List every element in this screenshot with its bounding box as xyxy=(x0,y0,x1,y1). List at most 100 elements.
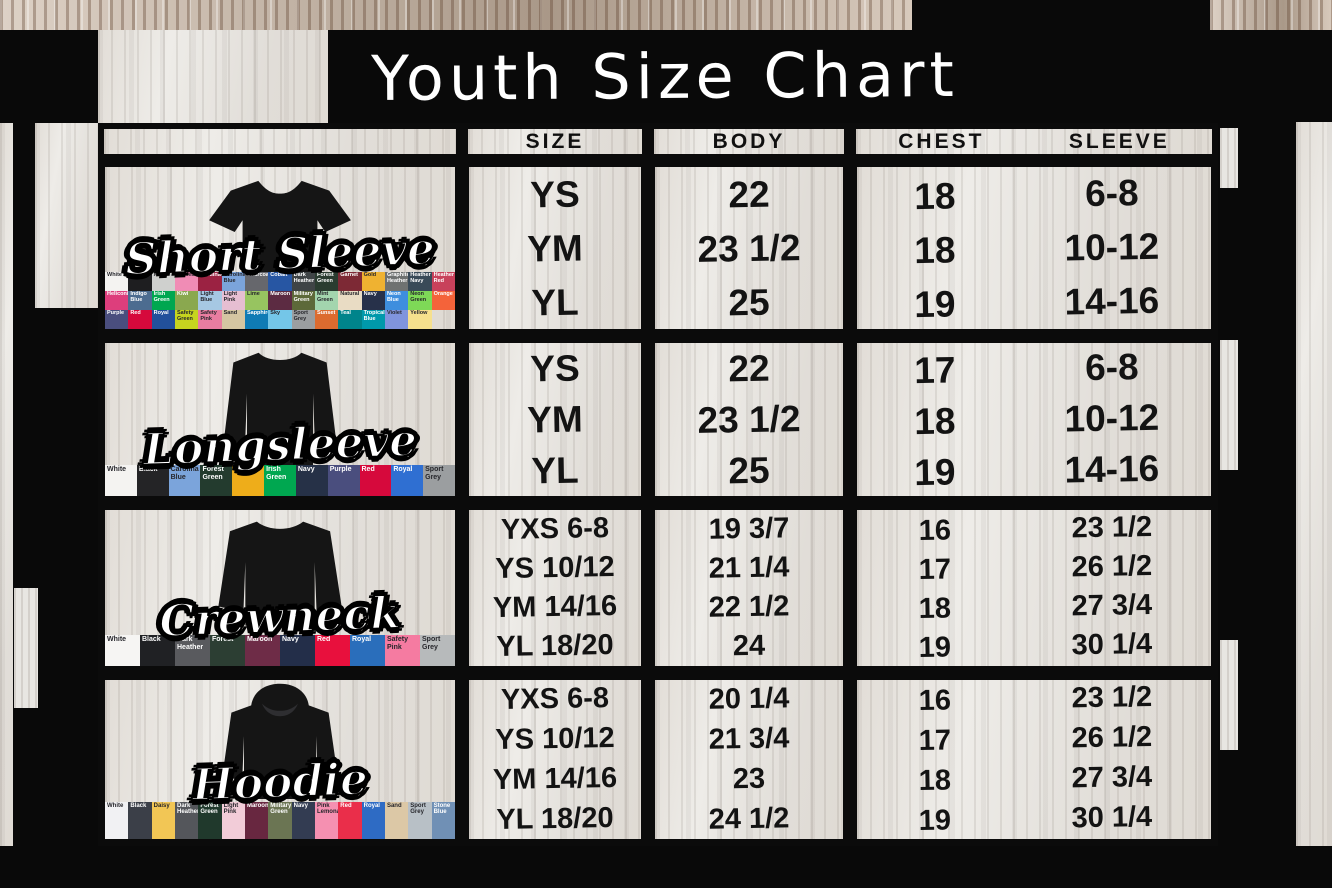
size-value: YXS 6-8 xyxy=(500,512,610,546)
chest-sleeve-values: 16 23 1/2 17 26 1/2 18 27 3/4 19 30 1/4 xyxy=(857,510,1211,666)
color-swatch-neon-green: Neon Green xyxy=(408,291,432,310)
color-swatch-purple: Purple xyxy=(105,310,129,329)
color-swatch-navy: Navy xyxy=(280,635,315,666)
body-cell-hoodie: 20 1/4 21 3/4 23 24 1/2 xyxy=(648,673,850,846)
chest-sleeve-cell-crewneck: 16 23 1/2 17 26 1/2 18 27 3/4 19 30 1/4 xyxy=(850,503,1218,673)
body-cell-longsleeve: 22 23 1/2 25 xyxy=(648,336,850,503)
chest-sleeve-values: 17 6-8 18 10-12 19 14-16 xyxy=(857,343,1211,496)
color-swatch-white: White xyxy=(105,465,137,496)
chest-sleeve-cell-short-sleeve: 18 6-8 18 10-12 19 14-16 xyxy=(850,160,1218,336)
sleeve-value: 14-16 xyxy=(1064,447,1160,491)
color-swatch-violet: Violet xyxy=(384,310,409,329)
color-swatch-sport-grey: Sport Grey xyxy=(408,802,432,839)
chest-value: 19 xyxy=(918,631,952,665)
color-swatch-indigo-blue: Indigo Blue xyxy=(128,291,152,310)
color-swatch-dark-heather: Dark Heather xyxy=(291,272,315,291)
body-values: 20 1/4 21 3/4 23 24 1/2 xyxy=(655,680,843,839)
color-swatch-dark-heather: Dark Heather xyxy=(175,635,210,666)
garment-cell-crewneck: Crewneck White Black Dark Heather Forest Maro… xyxy=(98,503,462,673)
chest-sleeve-row: 16 23 1/2 xyxy=(857,681,1211,717)
left-wood-patch xyxy=(35,123,98,308)
right-distress-stripe-2 xyxy=(1220,340,1238,470)
chest-value: 19 xyxy=(913,451,956,494)
color-swatch-sport-grey: Sport Grey xyxy=(423,465,455,496)
color-swatch-irish-green: Irish Green xyxy=(151,291,175,310)
chest-value: 18 xyxy=(918,592,952,626)
body-value: 24 1/2 xyxy=(708,801,790,836)
size-value: YM 14/16 xyxy=(492,589,618,625)
size-value: YL 18/20 xyxy=(496,801,614,836)
color-swatch-sand: Sand xyxy=(384,802,409,839)
sleeve-column-header: SLEEVE xyxy=(1068,129,1170,153)
color-swatch-garnet: Garnet xyxy=(338,272,362,291)
garment-cell-longsleeve: Longsleeve White Black Carolina Blue Forest … xyxy=(98,336,462,503)
sleeve-value: 14-16 xyxy=(1064,279,1160,322)
color-swatch-gold: Gold xyxy=(232,465,265,496)
color-swatch-mint-green: Mint Green xyxy=(314,291,339,310)
chest-value: 17 xyxy=(918,553,952,587)
body-values: 19 3/7 21 1/4 22 1/2 24 xyxy=(655,510,843,666)
garment-cell-short-sleeve: Short Sleeve White Black Ash Azalea Cardinal C… xyxy=(98,160,462,336)
sleeve-value: 6-8 xyxy=(1084,171,1139,214)
color-swatch-gold: Gold xyxy=(361,272,385,291)
color-swatch-kiwi: Kiwi xyxy=(174,291,199,310)
right-distress-stripe-3 xyxy=(1220,640,1238,750)
color-swatch-red: Red xyxy=(359,465,392,496)
tee-image xyxy=(209,180,351,286)
color-swatch-forest-green: Forest Green xyxy=(198,802,222,839)
chest-value: 19 xyxy=(913,282,956,325)
chest-sleeve-row: 16 23 1/2 xyxy=(857,510,1211,548)
body-value: 22 xyxy=(728,173,770,215)
chest-value: 16 xyxy=(918,514,952,548)
size-values: YXS 6-8 YS 10/12 YM 14/16 YL 18/20 xyxy=(469,680,641,839)
body-value: 25 xyxy=(728,281,770,323)
color-swatch-red: Red xyxy=(338,802,362,839)
color-swatch-royal: Royal xyxy=(151,310,175,329)
color-swatch-safety-green: Safety Green xyxy=(174,310,199,329)
chest-value: 18 xyxy=(918,764,952,797)
sleeve-value: 23 1/2 xyxy=(1071,510,1153,545)
color-swatch-sapphire: Sapphire xyxy=(244,310,269,329)
color-swatch-navy: Navy xyxy=(295,465,328,496)
color-swatch-graphite-heather: Graphite Heather xyxy=(384,272,409,291)
chest-sleeve-values: 16 23 1/2 17 26 1/2 18 27 3/4 19 30 1/4 xyxy=(857,680,1211,839)
chest-sleeve-row: 17 26 1/2 xyxy=(857,721,1211,757)
size-cell-hoodie: YXS 6-8 YS 10/12 YM 14/16 YL 18/20 xyxy=(462,673,648,846)
size-cell-crewneck: YXS 6-8 YS 10/12 YM 14/16 YL 18/20 xyxy=(462,503,648,673)
size-value: YM 14/16 xyxy=(492,761,618,796)
body-values: 22 23 1/2 25 xyxy=(655,343,843,496)
color-swatch-carolina-blue: Carolina Blue xyxy=(168,465,201,496)
color-swatch-forest-green: Forest Green xyxy=(200,465,233,496)
color-swatch-sport-grey: Sport Grey xyxy=(420,635,455,666)
size-column-header: SIZE xyxy=(462,123,648,160)
chest-sleeve-row: 18 10-12 xyxy=(857,397,1211,442)
body-column-header: BODY xyxy=(648,123,850,160)
color-swatch-azalea: Azalea xyxy=(174,272,199,291)
color-swatch-royal: Royal xyxy=(391,465,424,496)
sleeve-value: 30 1/4 xyxy=(1071,800,1153,834)
body-value: 23 1/2 xyxy=(697,226,801,270)
sleeve-value: 27 3/4 xyxy=(1071,588,1153,623)
body-value: 21 1/4 xyxy=(708,551,790,585)
size-value: YL xyxy=(531,281,579,323)
chest-sleeve-row: 19 14-16 xyxy=(857,279,1211,325)
color-swatch-cobalt: Cobalt xyxy=(268,272,292,291)
size-value: YS 10/12 xyxy=(495,722,615,757)
body-value: 19 3/7 xyxy=(708,512,790,546)
body-cell-crewneck: 19 3/7 21 1/4 22 1/2 24 xyxy=(648,503,850,673)
size-cell-short-sleeve: YS YM YL xyxy=(462,160,648,336)
chest-sleeve-row: 19 30 1/4 xyxy=(857,800,1211,837)
color-swatch-sand: Sand xyxy=(221,310,245,329)
color-swatch-daisy: Daisy xyxy=(151,802,175,839)
size-cell-longsleeve: YS YM YL xyxy=(462,336,648,503)
body-value: 25 xyxy=(728,449,770,492)
color-swatch-red: Red xyxy=(128,310,152,329)
color-swatch-maroon: Maroon xyxy=(245,635,280,666)
top-right-wood-corner xyxy=(1210,0,1332,30)
color-swatch-white: White xyxy=(105,272,129,291)
color-swatch-irish-green: Irish Green xyxy=(264,465,296,496)
color-swatch-forest: Forest xyxy=(210,635,245,666)
size-value: YS 10/12 xyxy=(495,550,615,586)
color-swatch-neon-blue: Neon Blue xyxy=(384,291,409,310)
color-swatch-light-pink: Light Pink xyxy=(221,291,245,310)
